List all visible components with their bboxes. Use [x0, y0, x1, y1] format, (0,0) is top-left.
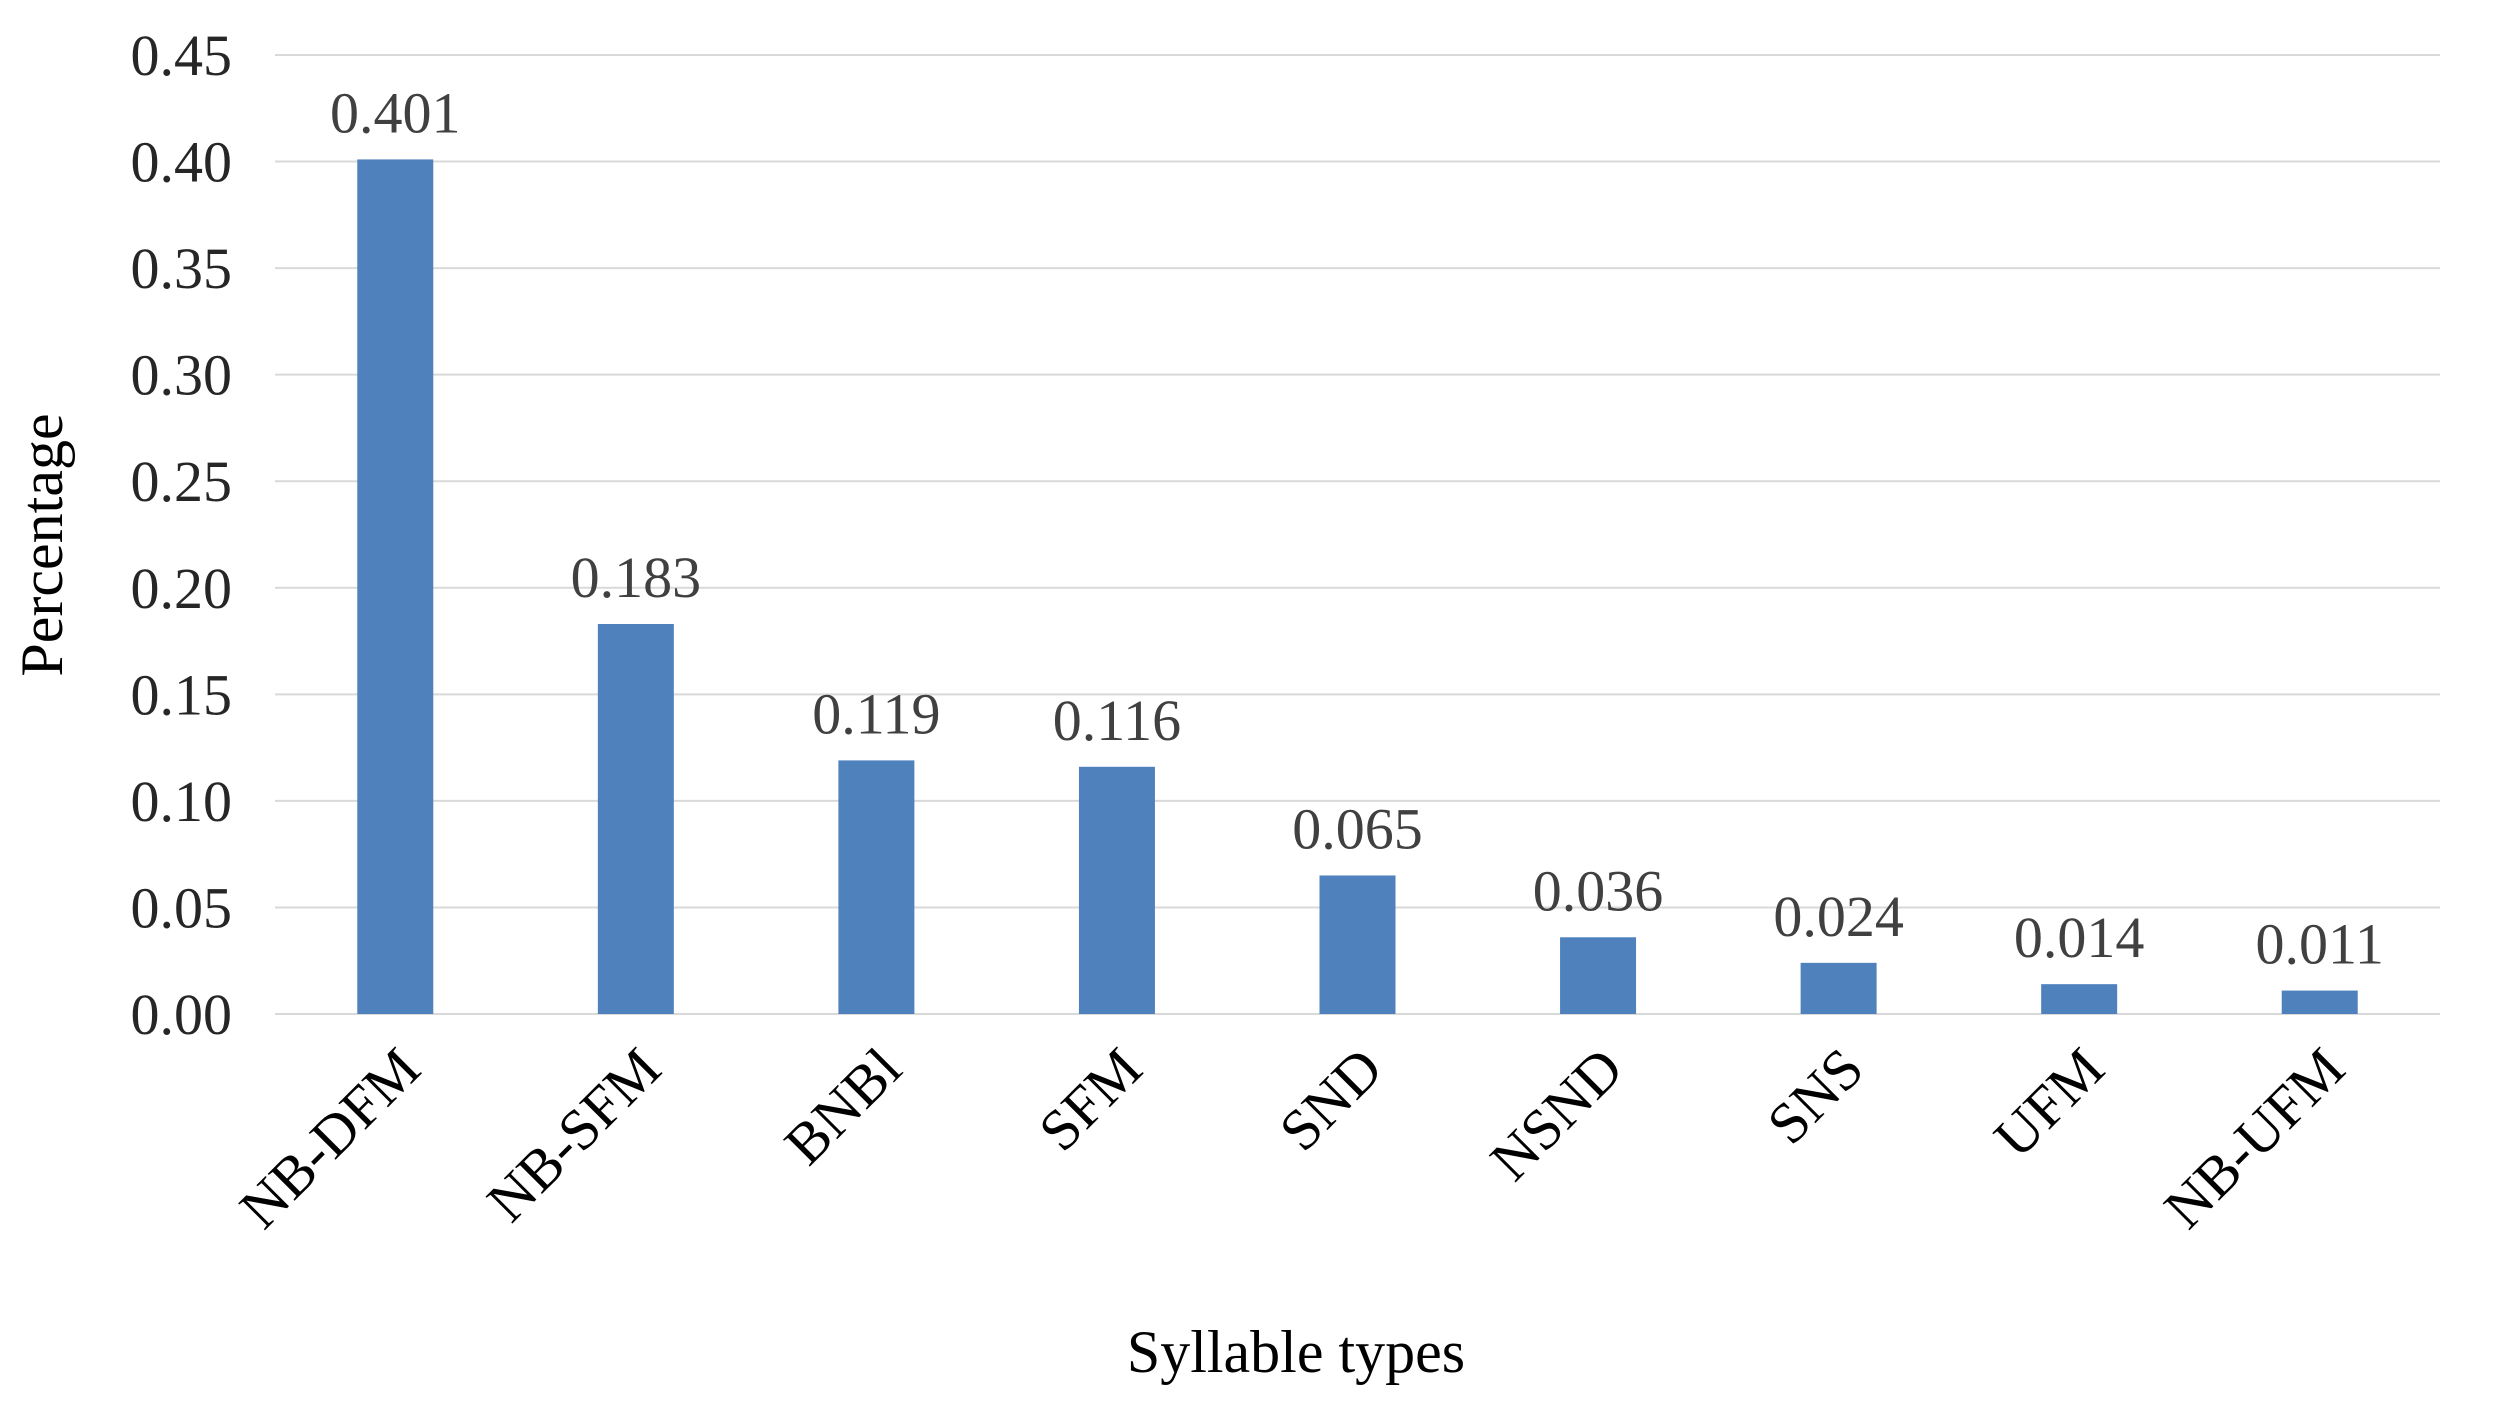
x-category-label: BNBl — [772, 1035, 914, 1177]
data-label: 0.119 — [812, 681, 940, 746]
bar — [597, 624, 674, 1014]
y-tick-label: 0.20 — [131, 556, 233, 621]
y-tick-label: 0.30 — [131, 343, 233, 408]
y-axis-title: Percentage — [9, 413, 75, 676]
bar — [1319, 875, 1396, 1014]
data-label: 0.014 — [2014, 905, 2145, 970]
x-axis-title: Syllable types — [1127, 1319, 1465, 1385]
x-category-label: SNS — [1755, 1035, 1876, 1156]
y-tick-label: 0.45 — [131, 23, 233, 88]
y-tick-label: 0.35 — [131, 236, 233, 301]
data-label: 0.116 — [1053, 688, 1181, 753]
y-tick-label: 0.10 — [131, 769, 233, 834]
data-label: 0.024 — [1773, 884, 1904, 949]
x-axis-category-labels: NB-DFM NB-SFM BNBl SFM SND NSND SNS UFM NB-UFM — [227, 1035, 2357, 1240]
data-label: 0.011 — [2256, 912, 2384, 977]
y-tick-label: 0.25 — [131, 449, 233, 514]
data-label: 0.065 — [1292, 796, 1423, 861]
y-tick-label: 0.40 — [131, 130, 233, 195]
bars — [357, 159, 2358, 1014]
bar — [1560, 937, 1637, 1014]
bar — [2041, 984, 2118, 1014]
y-tick-label: 0.05 — [131, 875, 233, 940]
bar — [2281, 990, 2358, 1014]
y-axis-tick-labels: 0.00 0.05 0.10 0.15 0.20 0.25 0.30 0.35 0.40 0.45 — [131, 23, 233, 1047]
x-category-label: SFM — [1026, 1035, 1154, 1163]
bar — [1800, 962, 1877, 1014]
x-category-label: NB-UFM — [2151, 1035, 2356, 1240]
y-tick-label: 0.15 — [131, 662, 233, 727]
x-category-label: UFM — [1982, 1035, 2117, 1170]
x-category-label: NSND — [1478, 1035, 1636, 1193]
bar — [1078, 766, 1155, 1014]
x-category-label: NB-SFM — [474, 1035, 673, 1234]
x-category-label: SND — [1267, 1035, 1395, 1163]
data-label: 0.183 — [571, 545, 702, 610]
x-category-label: NB-DFM — [227, 1035, 432, 1240]
data-labels: 0.401 0.183 0.119 0.116 0.065 0.036 0.024 0.014… — [330, 80, 2384, 976]
data-label: 0.401 — [330, 80, 461, 145]
bar — [838, 760, 915, 1014]
data-label: 0.036 — [1533, 858, 1664, 923]
bar — [357, 159, 434, 1014]
y-tick-label: 0.00 — [131, 982, 233, 1047]
